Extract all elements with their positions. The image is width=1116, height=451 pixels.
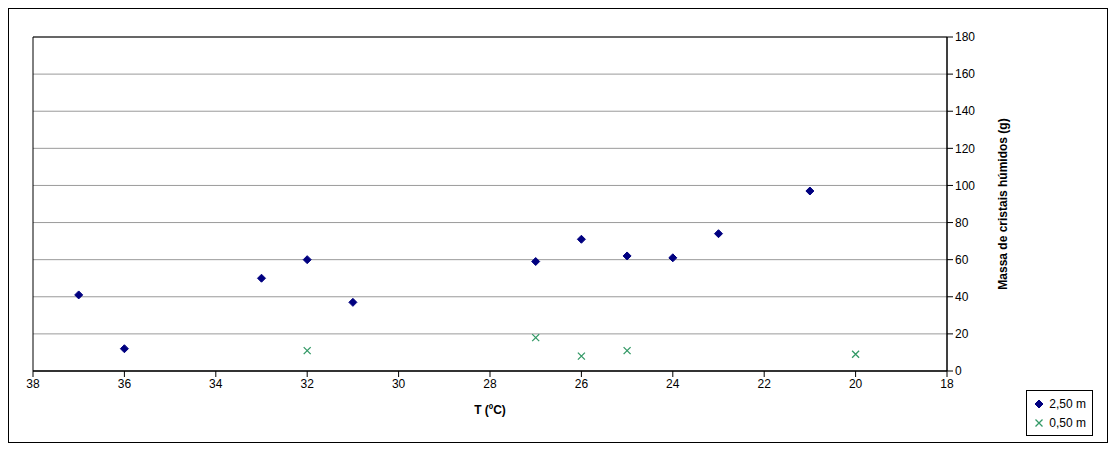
html-text:0,50 m: 0,50 m bbox=[1049, 416, 1086, 430]
svg-text:18: 18 bbox=[940, 377, 954, 391]
svg-text:32: 32 bbox=[301, 377, 315, 391]
svg-text:24: 24 bbox=[666, 377, 680, 391]
svg-text:26: 26 bbox=[575, 377, 589, 391]
svg-text:28: 28 bbox=[483, 377, 497, 391]
svg-text:180: 180 bbox=[955, 30, 975, 44]
svg-text:22: 22 bbox=[758, 377, 772, 391]
svg-text:20: 20 bbox=[849, 377, 863, 391]
svg-text:38: 38 bbox=[26, 377, 40, 391]
svg-text:140: 140 bbox=[955, 104, 975, 118]
svg-text:20: 20 bbox=[955, 327, 969, 341]
svg-text:40: 40 bbox=[955, 290, 969, 304]
svg-text:80: 80 bbox=[955, 216, 969, 230]
svg-text:120: 120 bbox=[955, 142, 975, 156]
svg-text:60: 60 bbox=[955, 253, 969, 267]
svg-text:T (ºC): T (ºC) bbox=[474, 403, 506, 417]
svg-text:100: 100 bbox=[955, 179, 975, 193]
svg-text:30: 30 bbox=[392, 377, 406, 391]
svg-text:36: 36 bbox=[118, 377, 132, 391]
svg-text:34: 34 bbox=[209, 377, 223, 391]
html-text:2,50 m: 2,50 m bbox=[1049, 397, 1086, 412]
svg-text:160: 160 bbox=[955, 67, 975, 81]
svg-text:0: 0 bbox=[955, 364, 962, 378]
svg-text:Massa de cristais húmidos (g): Massa de cristais húmidos (g) bbox=[996, 118, 1010, 289]
